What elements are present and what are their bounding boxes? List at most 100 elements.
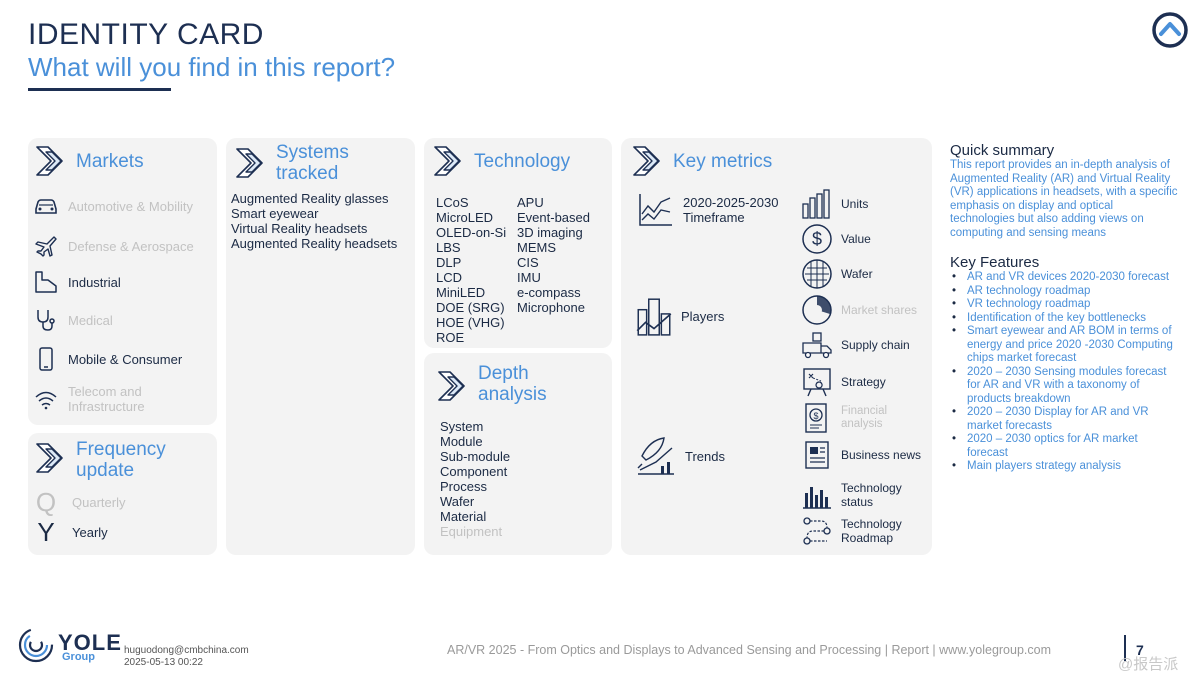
- quarterly-letter-icon: Q: [35, 487, 57, 517]
- truck-icon: [802, 332, 832, 359]
- feature-item: 2020 – 2030 Sensing modules forecast for…: [950, 366, 1180, 407]
- systems-heading: Systems tracked: [276, 142, 349, 184]
- market-defense: Defense & Aerospace: [68, 238, 194, 254]
- tech-item: HOE (VHG): [436, 315, 505, 330]
- frequency-panel: Frequency update Q Quarterly Y Yearly: [28, 433, 217, 555]
- footer-email: huguodong@cmbchina.com: [124, 645, 249, 656]
- market-mobile: Mobile & Consumer: [68, 351, 183, 367]
- tech-item: Microphone: [517, 300, 585, 315]
- frequency-yearly: Yearly: [72, 525, 108, 540]
- tech-item: OLED-on-Si: [436, 225, 507, 240]
- bar-chart-icon: [802, 189, 830, 219]
- metric-business-news: Business news: [841, 448, 922, 462]
- depth-item: Material: [440, 509, 487, 524]
- depth-panel: Depth analysis System Module Sub-module …: [424, 353, 612, 555]
- board-icon: [803, 368, 831, 397]
- footer-date: 2025-05-13 00:22: [124, 657, 203, 668]
- metric-technology-status: Technology status: [841, 481, 902, 509]
- chevron-icon: [34, 144, 68, 178]
- chevron-icon: [34, 441, 68, 475]
- status-bars-icon: [803, 487, 831, 509]
- features-list: AR and VR devices 2020-2030 forecast AR …: [950, 271, 1180, 474]
- technology-heading: Technology: [474, 150, 571, 172]
- tech-item: APU: [517, 195, 544, 210]
- finance-doc-icon: $: [805, 403, 827, 433]
- feature-item: Identification of the key bottlenecks: [950, 312, 1180, 326]
- pie-chart-icon: [802, 295, 832, 325]
- market-industrial: Industrial: [68, 274, 121, 290]
- metric-supply-chain: Supply chain: [841, 338, 910, 352]
- wafer-icon: [802, 259, 832, 289]
- page-title: IDENTITY CARD: [28, 18, 264, 51]
- dollar-icon: $: [802, 224, 832, 254]
- markets-heading: Markets: [76, 150, 144, 172]
- phone-icon: [34, 347, 58, 371]
- factory-icon: [34, 270, 58, 294]
- chevron-icon: [631, 144, 665, 178]
- tech-item: LBS: [436, 240, 461, 255]
- brand-name: YOLE: [58, 630, 122, 655]
- depth-item: Wafer: [440, 494, 475, 509]
- plane-icon: [34, 234, 58, 258]
- market-automotive: Automotive & Mobility: [68, 198, 193, 214]
- summary-text: This report provides an in-depth analysi…: [950, 159, 1178, 239]
- title-divider: [28, 88, 171, 91]
- car-icon: [34, 194, 58, 218]
- system-item: Augmented Reality glasses: [231, 191, 389, 206]
- features-heading: Key Features: [950, 254, 1040, 271]
- footer-divider: [1124, 635, 1126, 661]
- page-subtitle: What will you find in this report?: [28, 52, 396, 82]
- systems-panel: Systems tracked Augmented Reality glasse…: [226, 138, 415, 555]
- footer-report: AR/VR 2025 - From Optics and Displays to…: [447, 643, 1052, 657]
- tech-item: MiniLED: [436, 285, 486, 300]
- chevron-icon: [234, 146, 268, 180]
- brand-sub: Group: [62, 651, 95, 663]
- markets-panel: Markets Automotive & Mobility Defense & …: [28, 138, 217, 425]
- stethoscope-icon: [34, 308, 58, 332]
- feature-item: AR and VR devices 2020-2030 forecast: [950, 271, 1180, 285]
- metric-timeframe: 2020-2025-2030 Timeframe: [683, 195, 779, 225]
- watermark: @报告派: [1118, 656, 1179, 673]
- page-number: 7: [1136, 642, 1144, 658]
- metric-financial-analysis: Financial analysis: [841, 405, 888, 430]
- chevron-icon: [432, 144, 466, 178]
- metric-market-shares: Market shares: [841, 303, 918, 317]
- svg-text:$: $: [813, 411, 818, 421]
- metric-strategy: Strategy: [841, 375, 886, 389]
- depth-item: Sub-module: [440, 449, 511, 464]
- depth-item: Module: [440, 434, 483, 449]
- roadmap-icon: [803, 517, 831, 545]
- depth-item: Process: [440, 479, 487, 494]
- metric-value: Value: [841, 232, 871, 246]
- frequency-quarterly: Quarterly: [72, 495, 126, 510]
- wifi-icon: [34, 388, 58, 412]
- metric-technology-roadmap: Technology Roadmap: [841, 517, 902, 545]
- tech-item: MicroLED: [436, 210, 494, 225]
- newspaper-icon: [805, 441, 829, 469]
- metric-wafer: Wafer: [841, 267, 873, 281]
- tech-item: DLP: [436, 255, 462, 270]
- tech-item: IMU: [517, 270, 541, 285]
- feature-item: Main players strategy analysis: [950, 460, 1180, 474]
- tech-item: LCoS: [436, 195, 469, 210]
- line-chart-icon: [639, 194, 672, 226]
- yole-logo-icon: [18, 627, 54, 663]
- yearly-letter-icon: Y: [37, 517, 55, 547]
- feature-item: 2020 – 2030 optics for AR market forecas…: [950, 433, 1180, 460]
- metric-trends: Trends: [685, 448, 725, 464]
- tech-item: CIS: [517, 255, 539, 270]
- feature-item: Smart eyewear and AR BOM in terms of ene…: [950, 325, 1180, 366]
- feature-item: VR technology roadmap: [950, 298, 1180, 312]
- feature-item: AR technology roadmap: [950, 285, 1180, 299]
- tech-item: 3D imaging: [517, 225, 583, 240]
- market-telecom: Telecom and Infrastructure: [68, 384, 145, 414]
- rocket-chart-icon: [637, 437, 674, 475]
- frequency-heading: Frequency update: [76, 439, 166, 481]
- technology-panel: Technology LCoS MicroLED OLED-on-Si LBS …: [424, 138, 612, 348]
- system-item: Augmented Reality headsets: [231, 236, 398, 251]
- buildings-chart-icon: [636, 298, 672, 336]
- feature-item: 2020 – 2030 Display for AR and VR market…: [950, 406, 1180, 433]
- tech-item: e-compass: [517, 285, 581, 300]
- key-metrics-heading: Key metrics: [673, 150, 773, 172]
- depth-item: Component: [440, 464, 508, 479]
